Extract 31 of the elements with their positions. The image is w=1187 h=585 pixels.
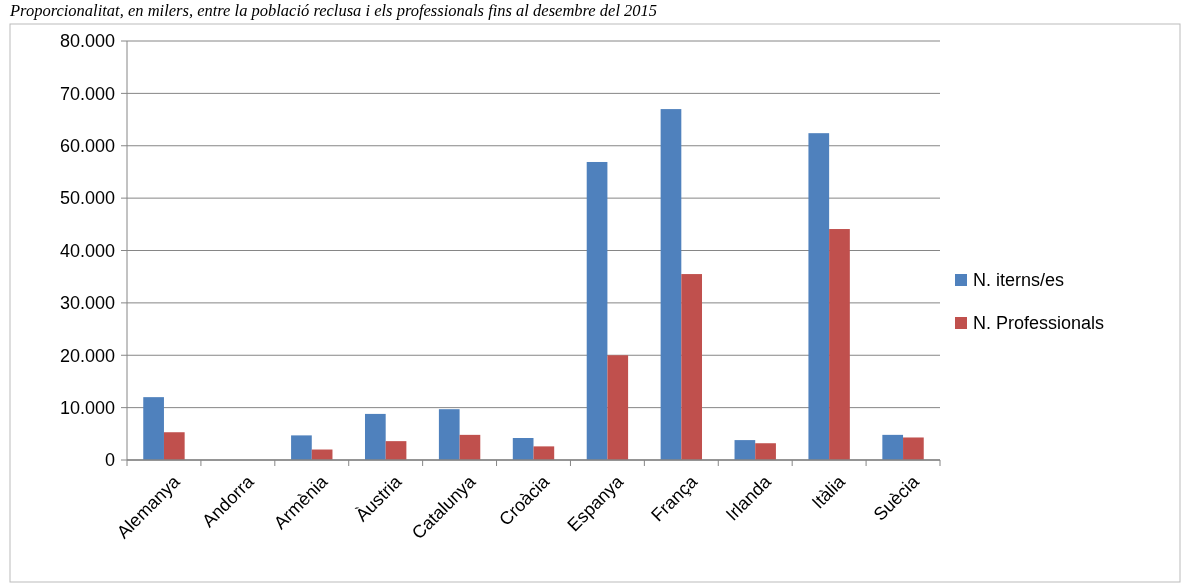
y-tick-label: 80.000 xyxy=(59,31,115,52)
bar xyxy=(829,229,850,460)
y-tick-label: 30.000 xyxy=(59,293,115,314)
bar xyxy=(459,434,481,460)
bar xyxy=(385,441,407,460)
bar xyxy=(291,435,312,460)
bar xyxy=(607,355,629,460)
y-tick-label: 70.000 xyxy=(59,83,115,104)
bar xyxy=(512,438,534,460)
bar xyxy=(660,109,682,460)
bar xyxy=(734,440,756,460)
bar xyxy=(755,443,776,460)
y-tick-label: 20.000 xyxy=(59,345,115,366)
y-tick-label: 60.000 xyxy=(59,136,115,157)
bar xyxy=(681,274,703,460)
bar xyxy=(163,432,185,460)
legend-label: N. Professionals xyxy=(973,313,1105,334)
bar xyxy=(586,161,608,460)
y-tick-label: 0 xyxy=(104,450,115,471)
bar xyxy=(533,446,555,460)
y-tick-label: 40.000 xyxy=(59,240,115,261)
y-tick-label: 50.000 xyxy=(59,188,115,209)
chart-title: Proporcionalitat, en milers, entre la població reclusa i els professionals fins al desembre del 2015 xyxy=(9,1,658,20)
bar xyxy=(143,397,164,460)
bar xyxy=(438,409,460,460)
bar xyxy=(364,413,386,460)
legend-label: N. iterns/es xyxy=(973,270,1065,291)
bar xyxy=(808,133,830,460)
bar xyxy=(882,434,904,460)
y-tick-label: 10.000 xyxy=(59,397,115,418)
bar xyxy=(903,437,924,460)
